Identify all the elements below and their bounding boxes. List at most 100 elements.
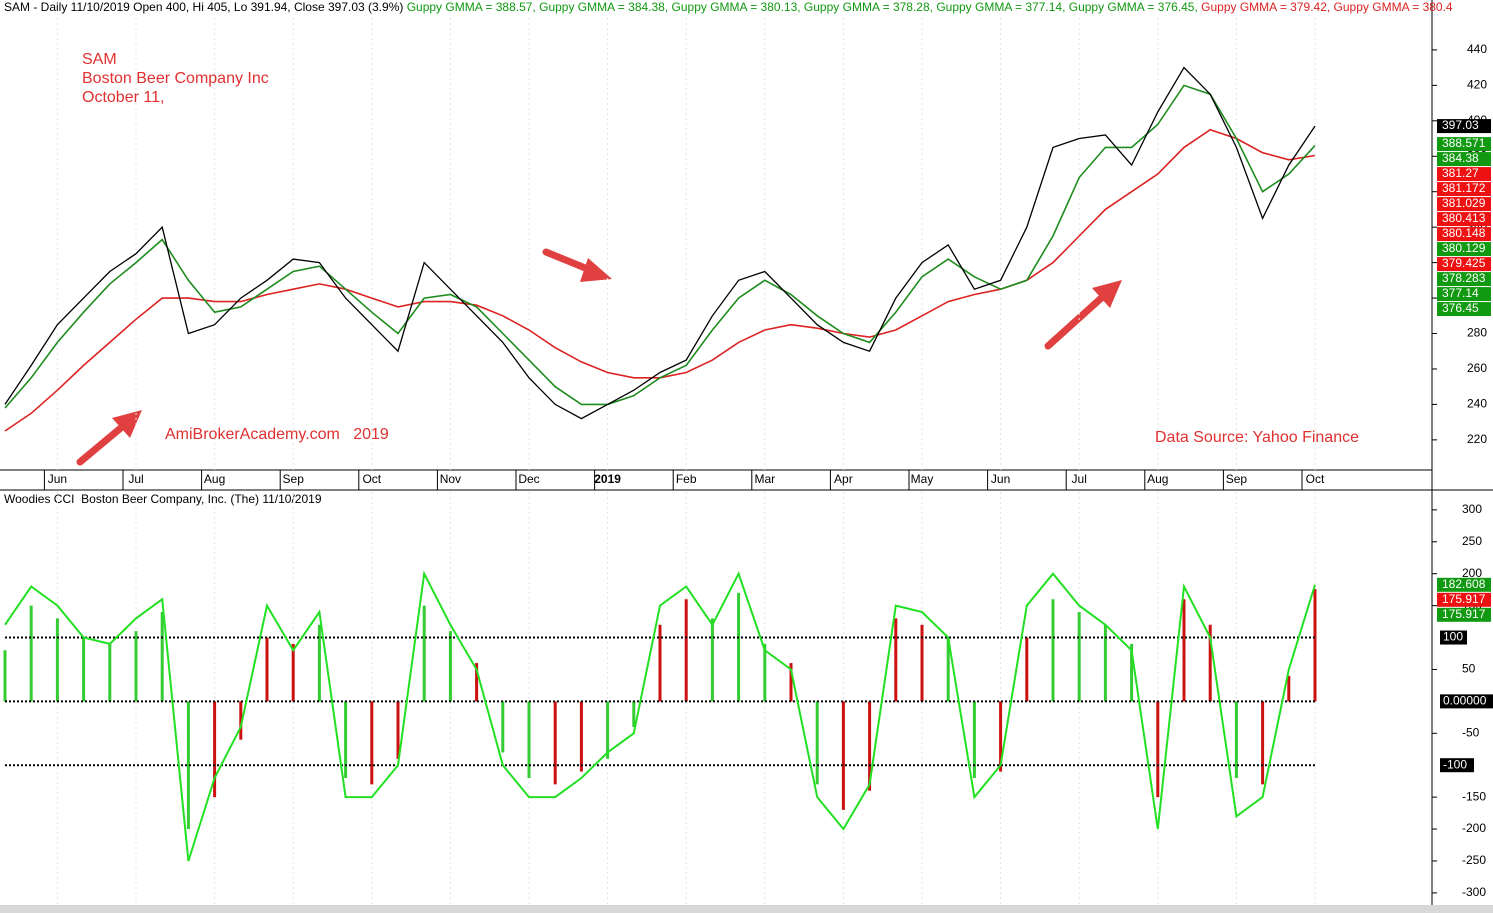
value-marker-box <box>1437 197 1491 212</box>
x-tick-label: Oct <box>1306 472 1325 486</box>
value-marker-box <box>1437 257 1491 272</box>
x-tick-label: Apr <box>834 472 853 486</box>
y-tick-label: -250 <box>1462 853 1486 867</box>
histogram-bar <box>213 701 217 798</box>
header-segment: Guppy GMMA = 384.38, <box>539 0 671 14</box>
value-marker-box <box>1437 242 1491 257</box>
y-tick-label: 220 <box>1467 432 1487 446</box>
header-segment: Guppy GMMA = 378.28, <box>804 0 936 14</box>
value-marker-box <box>1437 607 1491 622</box>
header-segment: Guppy GMMA = 380.4 <box>1334 0 1453 14</box>
annotation: Data Source: Yahoo Finance <box>1155 429 1359 446</box>
value-marker-label: 381.27 <box>1442 166 1479 180</box>
histogram-bar <box>344 701 348 778</box>
annotation: Boston Beer Company Inc <box>82 70 269 87</box>
value-marker-box <box>1437 227 1491 242</box>
x-tick-label: Aug <box>204 472 225 486</box>
value-marker-label: 379.425 <box>1442 256 1486 270</box>
histogram-bar <box>1156 701 1160 798</box>
value-marker-label: 175.917 <box>1442 607 1486 621</box>
y-tick-label: -200 <box>1462 821 1486 835</box>
price-line <box>4 66 1316 420</box>
value-marker-label: 175.917 <box>1442 592 1486 606</box>
histogram-bar <box>606 701 610 759</box>
value-marker-label: 380.129 <box>1442 241 1486 255</box>
value-marker-label: 182.608 <box>1442 577 1486 591</box>
histogram-bar <box>684 599 688 702</box>
value-marker-box <box>1437 272 1491 287</box>
histogram-bar <box>108 643 112 702</box>
y-tick-label: -300 <box>1462 885 1486 899</box>
value-marker-box <box>1437 287 1491 302</box>
value-marker-label: 388.571 <box>1442 136 1486 150</box>
histogram-bar <box>317 624 321 702</box>
histogram-bar <box>501 701 505 753</box>
y-tick-label: 50 <box>1462 662 1476 676</box>
header-segment: Guppy GMMA = 379.42, <box>1201 0 1333 14</box>
histogram-bar <box>448 631 452 702</box>
header-segment: Guppy GMMA = 377.14, <box>936 0 1068 14</box>
level-box <box>1440 630 1467 645</box>
histogram-bar <box>3 650 7 702</box>
cci-line <box>4 570 1316 862</box>
x-tick-label: Oct <box>362 472 381 486</box>
header-segment: SAM - Daily 11/10/2019 Open 400, Hi 405,… <box>4 0 407 14</box>
histogram-bar <box>1182 599 1186 702</box>
value-marker-label: 377.14 <box>1442 286 1479 300</box>
y-tick-label: 440 <box>1467 42 1487 56</box>
header-segment: Guppy GMMA = 380.13, <box>672 0 804 14</box>
value-marker-box <box>1437 182 1491 197</box>
y-tick-label: 240 <box>1467 397 1487 411</box>
histogram-bar <box>710 618 714 702</box>
value-marker-box <box>1437 119 1491 134</box>
x-tick-label: Sep <box>283 472 305 486</box>
histogram-bar <box>1051 599 1055 702</box>
y-tick-label: 260 <box>1467 361 1487 375</box>
histogram-bar <box>815 701 819 785</box>
histogram-bar <box>370 701 374 785</box>
sheet-tab-bar[interactable] <box>0 905 1493 913</box>
x-tick-label: Sep <box>1226 472 1248 486</box>
histogram-bar <box>1287 675 1291 702</box>
histogram-bar <box>658 624 662 702</box>
gmma-line <box>4 84 1316 409</box>
histogram-bar <box>553 701 557 785</box>
y-tick-label: -150 <box>1462 789 1486 803</box>
histogram-bar <box>789 663 793 702</box>
histogram-bar <box>1025 637 1029 702</box>
x-tick-label: Dec <box>518 472 539 486</box>
histogram-bar <box>579 701 583 772</box>
y-tick-label: 250 <box>1462 534 1482 548</box>
histogram-bar <box>894 618 898 702</box>
value-marker-label: 376.45 <box>1442 301 1479 315</box>
histogram-bar <box>239 701 243 740</box>
value-marker-label: 384.38 <box>1442 151 1479 165</box>
histogram-bar <box>422 605 426 702</box>
histogram-bar <box>1077 612 1081 702</box>
x-tick-label: Nov <box>440 472 461 486</box>
histogram-bar <box>29 605 33 702</box>
trend-arrows <box>76 248 1122 466</box>
histogram-bar <box>160 612 164 702</box>
histogram-bar <box>396 701 400 759</box>
value-marker-label: 381.029 <box>1442 196 1486 210</box>
x-tick-label: Jul <box>128 472 143 486</box>
y-tick-label: 420 <box>1467 78 1487 92</box>
value-marker-label: 380.413 <box>1442 211 1486 225</box>
annotation: SAM <box>82 51 117 68</box>
x-tick-label: Jun <box>48 472 67 486</box>
histogram-bar <box>1234 701 1238 778</box>
x-tick-label: Jun <box>991 472 1010 486</box>
y-tick-label: 200 <box>1462 566 1482 580</box>
histogram-bar <box>527 701 531 778</box>
x-tick-label: 2019 <box>594 472 621 486</box>
histogram-bar <box>1130 643 1134 702</box>
histogram-bar <box>265 637 269 702</box>
annotation: October 11, <box>82 89 164 106</box>
histogram-bar <box>1103 624 1107 702</box>
x-tick-label: May <box>911 472 934 486</box>
y-tick-label: 280 <box>1467 326 1487 340</box>
annotation: AmiBrokerAcademy.com 2019 <box>165 426 389 443</box>
